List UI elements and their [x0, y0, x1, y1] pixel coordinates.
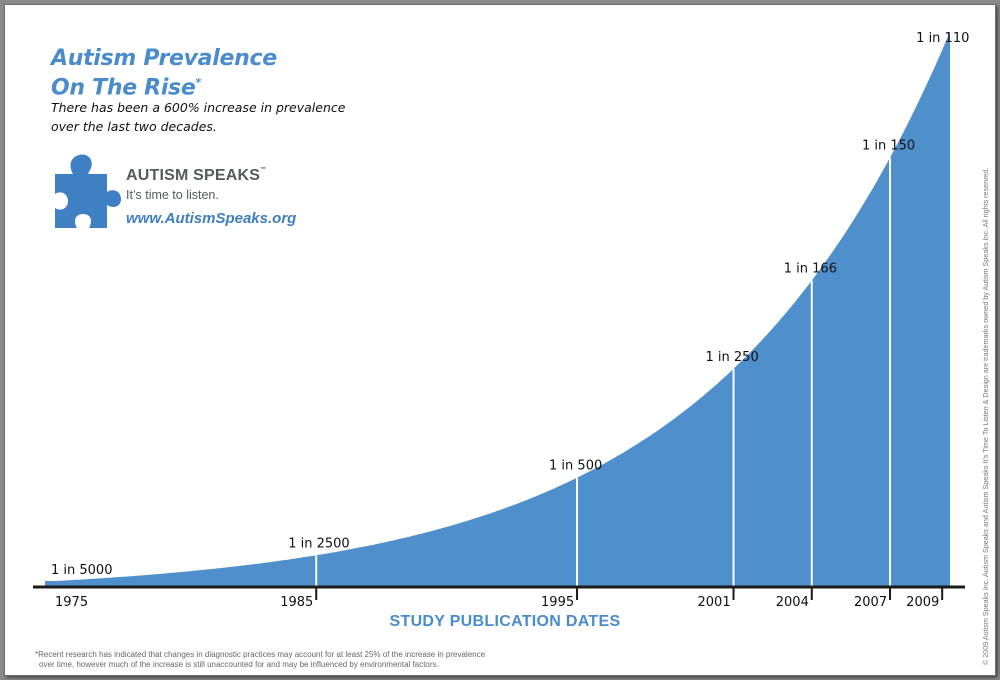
- x-tick-label-2007: 2007: [854, 595, 887, 610]
- data-label-1975: 1 in 5000: [51, 563, 112, 578]
- chart-title: Autism Prevalence On The Rise*: [51, 47, 277, 100]
- brand-name: AUTISM SPEAKS™: [126, 167, 266, 185]
- data-label-1995: 1 in 500: [549, 459, 602, 474]
- title-line-2-text: On The Rise: [51, 75, 196, 101]
- chart-subtitle: There has been a 600% increase in preval…: [51, 98, 381, 136]
- puzzle-piece-icon: [55, 154, 121, 228]
- title-footnote-mark: *: [195, 76, 201, 89]
- data-label-1985: 1 in 2500: [288, 536, 349, 551]
- footnote-line-2: over time, however much of the increase …: [39, 660, 439, 669]
- data-label-2004: 1 in 166: [784, 262, 837, 277]
- data-label-2007: 1 in 150: [862, 139, 915, 154]
- prevalence-chart: 1 in 5000 1975 1 in 2500 1985 1 in 500 1995 1 …: [33, 31, 969, 610]
- x-tick-label-1995: 1995: [541, 595, 574, 610]
- data-label-2009: 1 in 110: [916, 31, 969, 46]
- brand-trademark: ™: [260, 167, 267, 173]
- brand-tagline: It’s time to listen.: [126, 188, 219, 202]
- x-tick-label-2004: 2004: [776, 595, 809, 610]
- x-tick-label-1975: 1975: [55, 595, 88, 610]
- x-tick-label-2009: 2009: [906, 595, 939, 610]
- x-tick-label-1985: 1985: [280, 595, 313, 610]
- prevalence-area: [45, 31, 950, 586]
- x-tick-label-2001: 2001: [698, 595, 731, 610]
- x-axis-title: STUDY PUBLICATION DATES: [389, 613, 621, 630]
- website-link[interactable]: www.AutismSpeaks.org: [126, 210, 297, 227]
- footnote-line-1: *Recent research has indicated that chan…: [35, 650, 486, 659]
- title-line-1: Autism Prevalence: [51, 46, 277, 71]
- footnote: *Recent research has indicated that chan…: [35, 650, 575, 670]
- subtitle-line-1: There has been a 600% increase in preval…: [51, 100, 346, 115]
- copyright-notice: © 2009 Autism Speaks Inc. Autism Speaks …: [981, 167, 990, 665]
- brand-name-text: AUTISM SPEAKS: [126, 167, 261, 184]
- infographic: 1 in 5000 1975 1 in 2500 1985 1 in 500 1995 1 …: [4, 4, 996, 676]
- title-line-2: On The Rise*: [51, 71, 277, 100]
- subtitle-line-2: over the last two decades.: [51, 119, 217, 134]
- data-label-2001: 1 in 250: [706, 350, 759, 365]
